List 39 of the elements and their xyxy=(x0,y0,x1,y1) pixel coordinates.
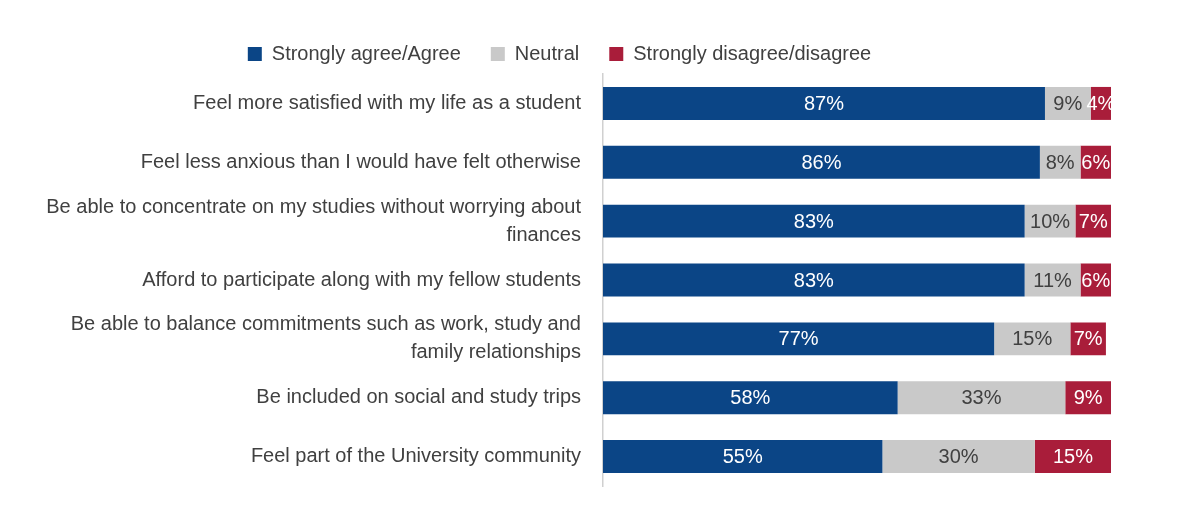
data-label: 15% xyxy=(1052,445,1094,468)
data-label: 83% xyxy=(793,209,835,232)
data-label: 7% xyxy=(1078,209,1108,232)
bar xyxy=(603,440,883,474)
bar xyxy=(897,381,1066,415)
data-label: 33% xyxy=(961,386,1002,409)
legend-label: Strongly disagree/disagree xyxy=(633,41,872,64)
data-label: 9% xyxy=(1053,91,1083,114)
bar xyxy=(603,86,1045,120)
bar xyxy=(603,263,1025,297)
bar xyxy=(882,440,1035,474)
data-label: 9% xyxy=(1073,386,1103,409)
data-label: 58% xyxy=(730,386,771,409)
y-tick-label: Feel part of the University community xyxy=(250,444,581,467)
bar xyxy=(603,145,1040,179)
data-label: 87% xyxy=(803,91,845,114)
legend-label: Neutral xyxy=(514,41,580,64)
y-tick-label: Feel more satisfied with my life as a student xyxy=(193,90,582,113)
data-label: 55% xyxy=(722,445,763,468)
data-label: 7% xyxy=(1073,327,1103,350)
y-tick-label: Feel less anxious than I would have felt otherwise xyxy=(140,149,581,172)
y-tick-label: Be included on social and study trips xyxy=(256,385,581,408)
data-label: 11% xyxy=(1033,268,1073,291)
y-tick-label: Be able to concentrate on my studies without worrying about finances xyxy=(46,194,582,245)
data-label: 6% xyxy=(1081,150,1111,173)
data-label: 15% xyxy=(1012,327,1053,350)
legend-label: Strongly agree/Agree xyxy=(271,41,461,64)
y-tick-label: Afford to participate along with my fellow students xyxy=(142,267,581,290)
data-label: 77% xyxy=(778,327,819,350)
data-label: 86% xyxy=(801,150,842,173)
y-tick-label: Be able to balance commitments such as work, study and family relationships xyxy=(70,312,581,363)
bar xyxy=(603,322,995,356)
data-label: 83% xyxy=(793,268,835,291)
bar xyxy=(603,204,1025,238)
data-label: 30% xyxy=(938,445,979,468)
data-label: 8% xyxy=(1045,150,1075,173)
bar xyxy=(603,381,898,415)
data-label: 10% xyxy=(1030,209,1071,232)
data-label: 6% xyxy=(1081,268,1111,291)
